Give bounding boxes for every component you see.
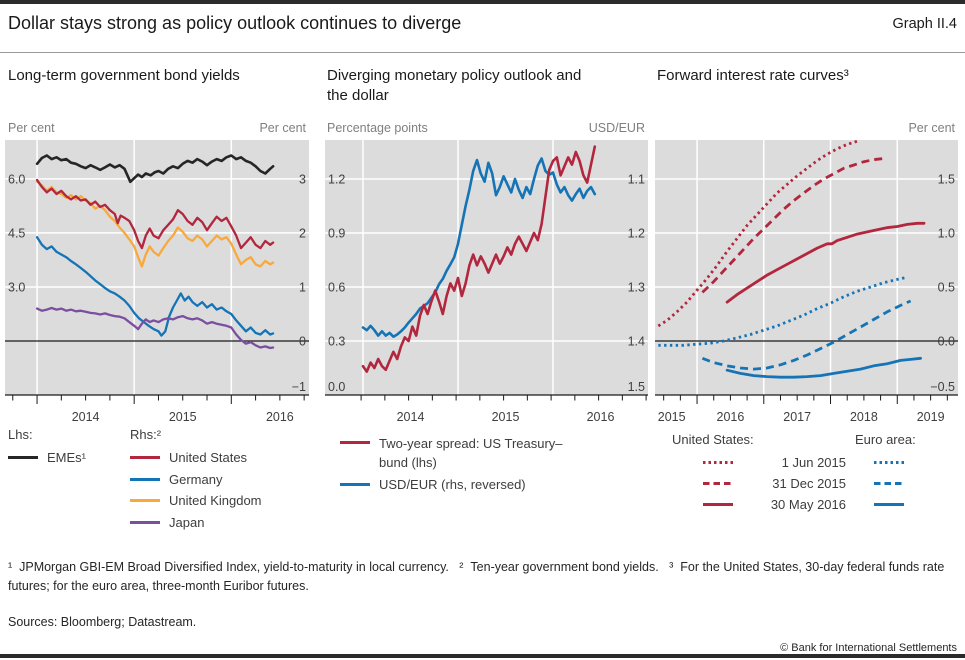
svg-text:1.0: 1.0 bbox=[938, 226, 955, 240]
svg-text:0.3: 0.3 bbox=[328, 335, 345, 349]
graph-number: Graph II.4 bbox=[892, 16, 957, 32]
svg-text:1.2: 1.2 bbox=[628, 226, 645, 240]
us-line-swatch bbox=[130, 455, 160, 459]
copyright-line: © Bank for International Settlements bbox=[780, 642, 957, 654]
svg-text:2015: 2015 bbox=[658, 410, 686, 424]
legend-row-1-jun-2015: 1 Jun 2015 bbox=[703, 454, 913, 470]
svg-text:2: 2 bbox=[299, 226, 306, 240]
footnotes: ¹ JPMorgan GBI-EM Broad Diversified Inde… bbox=[8, 559, 945, 593]
svg-text:0.0: 0.0 bbox=[938, 334, 955, 348]
svg-text:2015: 2015 bbox=[169, 410, 197, 424]
forward-curves-chart: 2015 2016 2017 2018 2019 1.5 1.0 0.5 0.0 −0.5 bbox=[655, 139, 958, 424]
svg-text:0.5: 0.5 bbox=[938, 280, 955, 294]
bottom-border bbox=[0, 654, 965, 658]
japan-line-swatch bbox=[130, 520, 160, 524]
svg-text:−0.5: −0.5 bbox=[930, 380, 955, 394]
us-dashed-swatch bbox=[703, 481, 733, 485]
svg-text:2014: 2014 bbox=[397, 410, 425, 424]
svg-text:4.5: 4.5 bbox=[8, 226, 25, 240]
panel-title-policy-outlook: Diverging monetary policy outlook and th… bbox=[327, 67, 582, 104]
svg-text:0.9: 0.9 bbox=[328, 227, 345, 241]
legend-label: USD/EUR (rhs, reversed) bbox=[379, 476, 526, 492]
svg-text:2015: 2015 bbox=[492, 410, 520, 424]
svg-text:0.6: 0.6 bbox=[328, 281, 345, 295]
germany-line-swatch bbox=[130, 477, 160, 481]
legend-item-usd-eur: USD/EUR (rhs, reversed) bbox=[340, 476, 526, 492]
svg-text:0: 0 bbox=[299, 334, 306, 348]
svg-text:2014: 2014 bbox=[72, 410, 100, 424]
euro-dashed-swatch bbox=[874, 481, 904, 485]
axis-unit-right-panel2: USD/EUR bbox=[588, 121, 645, 135]
header-divider bbox=[0, 52, 965, 53]
svg-text:2016: 2016 bbox=[266, 410, 294, 424]
legend-item-germany: Germany bbox=[130, 471, 223, 487]
legend-item-united-states: United States bbox=[130, 449, 248, 465]
legend-label: Two-year spread: US Treasury–bund (lhs) bbox=[379, 436, 563, 470]
legend-label: EMEs¹ bbox=[47, 449, 86, 465]
legend-item-two-year-spread: Two-year spread: US Treasury–bund (lhs) bbox=[340, 435, 577, 470]
svg-text:2016: 2016 bbox=[587, 410, 615, 424]
svg-text:2017: 2017 bbox=[783, 410, 811, 424]
legend-us-header: United States: bbox=[672, 432, 754, 447]
axis-unit-left-panel1: Per cent bbox=[8, 121, 55, 135]
svg-text:1.5: 1.5 bbox=[628, 380, 645, 394]
legend-item-japan: Japan bbox=[130, 514, 205, 530]
svg-text:2018: 2018 bbox=[850, 410, 878, 424]
svg-text:1.3: 1.3 bbox=[628, 280, 645, 294]
legend-euro-header: Euro area: bbox=[855, 432, 916, 447]
legend-label: 31 Dec 2015 bbox=[772, 475, 846, 491]
legend-lhs-header: Lhs: bbox=[8, 427, 33, 442]
legend-label: United Kingdom bbox=[169, 492, 262, 508]
axis-unit-right-panel1: Per cent bbox=[259, 121, 306, 135]
sources-line: Sources: Bloomberg; Datastream. bbox=[8, 614, 197, 629]
bond-yields-chart: 2014 2015 2016 6.0 4.5 3.0 3 2 1 0 −1 bbox=[5, 140, 309, 424]
legend-row-30-may-2016: 30 May 2016 bbox=[703, 496, 913, 512]
legend-label: Germany bbox=[169, 471, 223, 487]
axis-unit-left-panel2: Percentage points bbox=[327, 121, 428, 135]
svg-text:1: 1 bbox=[299, 280, 306, 294]
panel-title-forward-curves: Forward interest rate curves³ bbox=[657, 67, 849, 84]
legend-label: 1 Jun 2015 bbox=[781, 454, 846, 470]
legend-item-united-kingdom: United Kingdom bbox=[130, 492, 262, 508]
legend-label: United States bbox=[169, 449, 248, 465]
panel-title-bond-yields: Long-term government bond yields bbox=[8, 67, 240, 84]
svg-text:1.4: 1.4 bbox=[628, 334, 645, 348]
legend-row-31-dec-2015: 31 Dec 2015 bbox=[703, 475, 913, 491]
uk-line-swatch bbox=[130, 498, 160, 502]
usdeur-line-swatch bbox=[340, 482, 370, 486]
spread-line-swatch bbox=[340, 441, 370, 444]
emes-line-swatch bbox=[8, 455, 38, 459]
legend-rhs-header: Rhs:² bbox=[130, 427, 162, 442]
us-dotted-swatch bbox=[703, 460, 733, 464]
svg-text:3: 3 bbox=[299, 172, 306, 186]
svg-text:1.2: 1.2 bbox=[328, 173, 345, 187]
policy-outlook-chart: 2014 2015 2016 1.2 0.9 0.6 0.3 0.0 1.1 1.2 1.3 1.4 1… bbox=[325, 140, 648, 424]
top-border bbox=[0, 0, 965, 4]
us-solid-swatch bbox=[703, 502, 733, 506]
svg-text:−1: −1 bbox=[292, 380, 306, 394]
page-title: Dollar stays strong as policy outlook co… bbox=[8, 13, 462, 33]
euro-solid-swatch bbox=[874, 502, 904, 506]
euro-dotted-swatch bbox=[874, 460, 904, 464]
svg-text:1.1: 1.1 bbox=[628, 172, 645, 186]
svg-text:0.0: 0.0 bbox=[328, 380, 345, 394]
svg-text:6.0: 6.0 bbox=[8, 172, 25, 186]
svg-text:3.0: 3.0 bbox=[8, 280, 25, 294]
svg-text:2019: 2019 bbox=[917, 410, 945, 424]
legend-label: 30 May 2016 bbox=[770, 496, 846, 512]
svg-text:1.5: 1.5 bbox=[938, 172, 955, 186]
axis-unit-right-panel3: Per cent bbox=[908, 121, 955, 135]
legend-item-emes: EMEs¹ bbox=[8, 449, 86, 465]
svg-text:2016: 2016 bbox=[717, 410, 745, 424]
legend-label: Japan bbox=[169, 514, 205, 530]
